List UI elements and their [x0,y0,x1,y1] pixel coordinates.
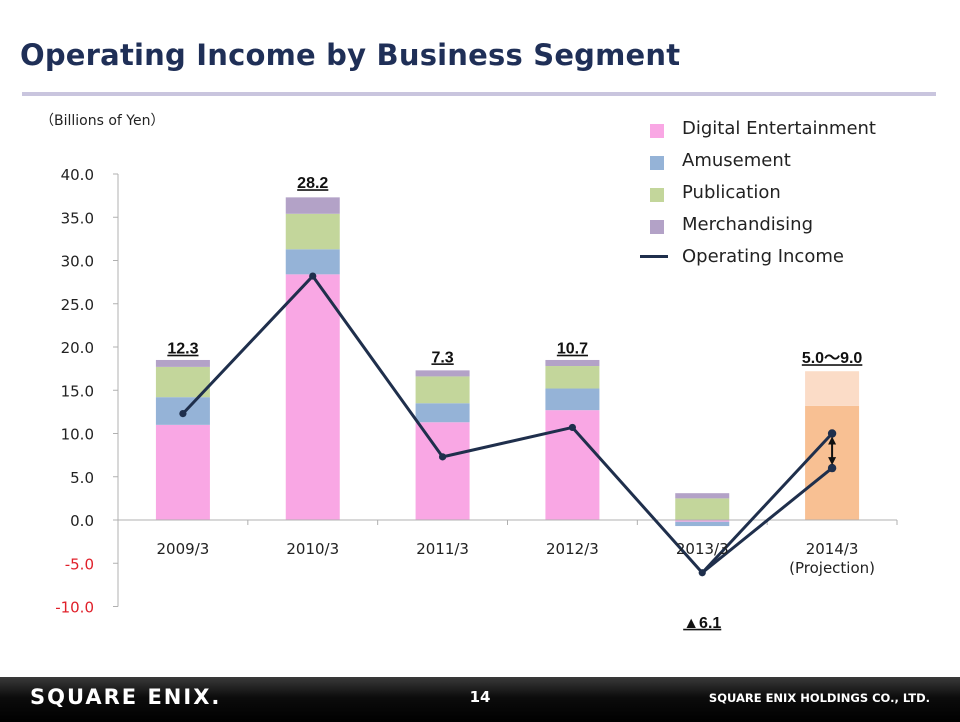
y-tick-label: -5.0 [65,555,94,573]
line-point [698,569,706,577]
bar-segment-amusement [545,388,600,411]
page-title: Operating Income by Business Segment [20,38,681,72]
bar-segment-amusement [675,521,730,527]
y-tick-label: 40.0 [61,166,94,184]
y-tick-label: 5.0 [70,469,94,487]
y-tick-label: 20.0 [61,339,94,357]
line-point [568,423,577,432]
legend-swatch-digital-entertainment [650,124,664,138]
line-point [309,272,317,280]
legend-swatch-merchandising [650,220,664,234]
data-label: 5.0～9.0 [802,350,863,367]
bar-segment-amusement [415,403,470,423]
bar-segment-digital-entertainment [285,274,340,520]
y-tick-label: 25.0 [61,296,94,314]
bar-segment-publication [545,366,600,389]
x-category-label-line: 2013/3 [676,540,729,558]
range-arrow-head-up [828,436,837,445]
data-label: 12.3 [167,341,198,358]
x-category-label: 2013/3 [676,540,729,558]
x-category-label-line: 2009/3 [157,540,210,558]
data-label: 7.3 [431,349,453,366]
bar-segment-merchandising [155,359,210,367]
x-category-label-line: 2011/3 [416,540,469,558]
bar-segment-digital-entertainment [675,520,730,522]
x-category-label: 2014/3 (Projection) [789,540,875,577]
bar-segment-publication [675,498,730,520]
bar-segment-publication [415,376,470,404]
data-label: ▲6.1 [683,615,721,632]
operating-income-chart: 40.0 35.0 30.0 25.0 20.0 15.0 10.0 5.0 0.0 -5.0 -1… [55,166,898,632]
legend-label: Merchandising [682,214,813,235]
legend-swatch-publication [650,188,664,202]
bar-segment-merchandising [545,359,600,367]
data-label: 28.2 [297,175,328,192]
y-tick-label: -10.0 [55,599,94,617]
bar-segment-merchandising [675,493,730,499]
y-tick-label: 35.0 [61,209,94,227]
units-label: （Billions of Yen） [40,113,165,129]
x-category-label: 2009/3 [157,540,210,558]
page-number: 14 [469,688,491,706]
range-arrow-head-down [828,457,837,466]
y-tick-label: 0.0 [70,512,94,530]
bar-segment-digital-entertainment [155,424,210,520]
bar-segment-publication [155,366,210,398]
projection-bar-high [805,371,860,406]
company-name: SQUARE ENIX HOLDINGS CO., LTD. [708,691,930,705]
legend-line-operating-income [640,255,668,258]
x-category-label: 2012/3 [546,540,599,558]
line-point [438,453,447,461]
bar-segment-merchandising [285,197,340,214]
x-category-label: 2010/3 [286,540,339,558]
legend-label: Amusement [682,150,791,171]
y-tick-label: 10.0 [61,426,94,444]
company-logo: SQUARE ENIX. [30,685,222,709]
y-tick-label: 30.0 [61,253,94,271]
x-category-label-line: (Projection) [789,559,875,577]
bar-segment-merchandising [415,370,470,377]
projection-point [827,429,837,438]
title-divider [22,92,936,96]
x-category-label-line: 2010/3 [286,540,339,558]
x-category-label: 2011/3 [416,540,469,558]
x-category-label-line: 2014/3 [806,540,859,558]
data-label: 10.7 [557,341,588,358]
legend-label: Operating Income [682,246,844,267]
projection-point [827,463,837,473]
bar-segment-amusement [285,249,340,275]
projection-line [701,432,834,574]
legend-swatch-amusement [650,156,664,170]
bar-segment-publication [285,213,340,250]
x-category-label-line: 2012/3 [546,540,599,558]
footer-bar: SQUARE ENIX. 14 SQUARE ENIX HOLDINGS CO.… [0,677,960,722]
line-point [179,410,187,418]
projection-line [701,466,834,574]
bar-segment-digital-entertainment [415,422,470,520]
legend-label: Digital Entertainment [682,118,876,139]
legend-label: Publication [682,182,781,203]
y-tick-label: 15.0 [61,382,94,400]
